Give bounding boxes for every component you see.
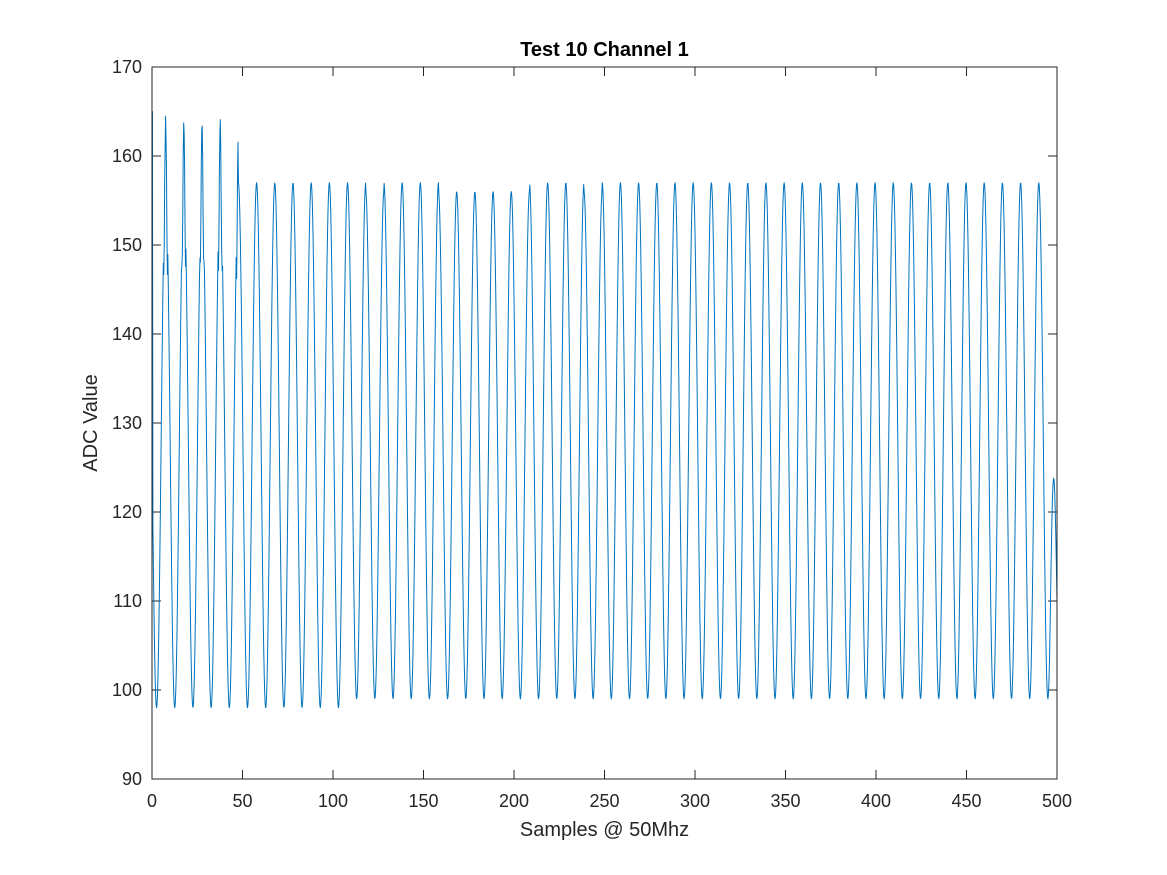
y-tick-label: 130 [112, 413, 142, 433]
y-tick-label: 150 [112, 235, 142, 255]
y-tick-label: 170 [112, 57, 142, 77]
x-tick-label: 50 [232, 791, 252, 811]
x-tick-label: 350 [770, 791, 800, 811]
y-tick-label: 120 [112, 502, 142, 522]
x-axis-label: Samples @ 50Mhz [520, 819, 689, 841]
plot-area [152, 67, 1057, 779]
y-tick-label: 160 [112, 146, 142, 166]
series-line [151, 111, 1058, 709]
x-tick-label: 200 [499, 791, 529, 811]
plot-box [151, 66, 1058, 780]
x-tick-labels: 0 50 100 150 200 250 300 350 400 450 500 [147, 791, 1072, 811]
y-tick-label: 90 [122, 769, 142, 789]
x-tick-label: 100 [318, 791, 348, 811]
x-tick-label: 150 [408, 791, 438, 811]
y-tick-label: 100 [112, 680, 142, 700]
y-tick-labels: 90 100 110 120 130 140 150 160 170 [112, 57, 142, 789]
chart-title: Test 10 Channel 1 [520, 39, 689, 61]
x-tick-label: 400 [861, 791, 891, 811]
x-tick-label: 300 [680, 791, 710, 811]
x-tick-label: 250 [589, 791, 619, 811]
x-tick-label: 0 [147, 791, 157, 811]
x-tick-label: 500 [1042, 791, 1072, 811]
y-tick-label: 110 [113, 591, 142, 611]
y-axis-label: ADC Value [80, 374, 102, 471]
y-tick-label: 140 [112, 324, 142, 344]
x-tick-label: 450 [951, 791, 981, 811]
